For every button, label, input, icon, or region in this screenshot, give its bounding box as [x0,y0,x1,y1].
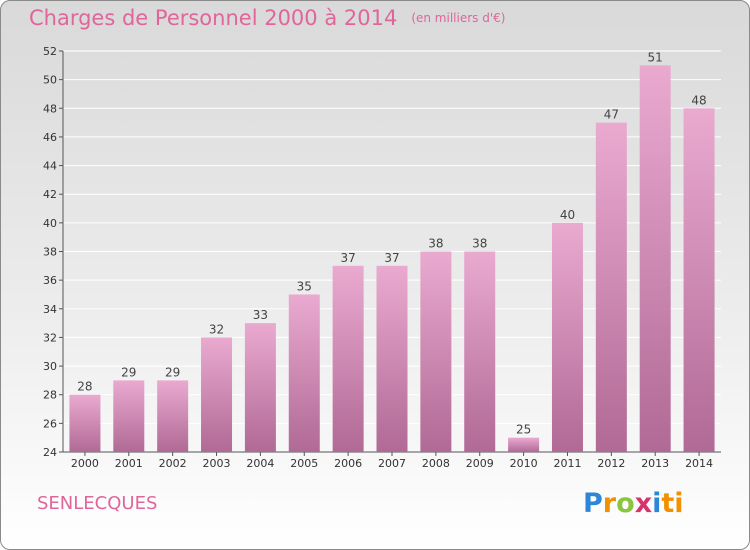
proxiti-logo: Proxiti [583,488,684,519]
chart-subtitle: (en milliers d'€) [411,11,506,25]
x-tick-label-2002: 2002 [159,457,187,470]
y-tick-label: 50 [43,74,57,87]
x-tick-label-2001: 2001 [115,457,143,470]
bar-2006 [332,265,364,452]
bar-2009 [464,251,496,452]
value-label-2006: 37 [340,251,355,265]
y-tick-label: 40 [43,217,57,230]
y-tick-label: 36 [43,274,57,287]
y-tick-label: 46 [43,131,57,144]
y-tick-label: 30 [43,360,57,373]
x-tick-label-2009: 2009 [466,457,494,470]
chart-title-text: Charges de Personnel 2000 à 2014 [29,6,398,30]
bar-2012 [595,122,627,452]
bar-2010 [508,437,540,452]
chart-title: Charges de Personnel 2000 à 2014 (en mill… [29,6,505,30]
y-tick-label: 48 [43,102,57,115]
bars [69,65,715,453]
bar-2008 [420,251,452,452]
y-tick-label: 24 [43,446,57,459]
value-label-2002: 29 [165,365,180,379]
y-tick-label: 34 [43,303,57,316]
x-tick-label-2013: 2013 [641,457,669,470]
value-label-2012: 47 [604,108,619,122]
labels: 24 26 28 30 32 34 36 38 40 42 44 46 48 50 52 28 2000 29 20… [43,45,713,470]
y-tick-label: 26 [43,417,57,430]
value-label-2011: 40 [560,208,575,222]
bar-2005 [288,294,320,452]
y-tick-label: 52 [43,45,57,58]
bar-2003 [201,337,233,452]
value-label-2001: 29 [121,365,136,379]
y-tick-label: 32 [43,331,57,344]
value-label-2007: 37 [384,251,399,265]
bar-2001 [113,380,145,452]
value-label-2009: 38 [472,237,487,251]
y-tick-label: 38 [43,246,57,259]
bar-2007 [376,265,408,452]
x-tick-label-2005: 2005 [290,457,318,470]
value-label-2010: 25 [516,423,531,437]
bar-2000 [69,394,101,452]
bar-2013 [639,65,671,453]
x-tick-label-2000: 2000 [71,457,99,470]
value-label-2005: 35 [297,279,312,293]
x-tick-label-2012: 2012 [597,457,625,470]
value-label-2014: 48 [691,93,706,107]
y-tick-label: 28 [43,389,57,402]
commune-name: SENLECQUES [37,493,158,514]
x-tick-label-2010: 2010 [510,457,538,470]
value-label-2013: 51 [648,50,663,64]
bar-2002 [157,380,189,452]
x-tick-label-2014: 2014 [685,457,713,470]
value-label-2003: 32 [209,322,224,336]
bar-2014 [683,108,715,453]
value-label-2000: 28 [77,380,92,394]
x-tick-label-2006: 2006 [334,457,362,470]
value-label-2004: 33 [253,308,268,322]
y-tick-label: 44 [43,160,57,173]
bar-2004 [244,323,276,452]
x-tick-label-2011: 2011 [553,457,581,470]
x-tick-label-2004: 2004 [246,457,274,470]
x-tick-label-2003: 2003 [203,457,231,470]
y-tick-label: 42 [43,188,57,201]
x-tick-label-2007: 2007 [378,457,406,470]
x-tick-label-2008: 2008 [422,457,450,470]
value-label-2008: 38 [428,237,443,251]
bar-2011 [551,222,583,452]
